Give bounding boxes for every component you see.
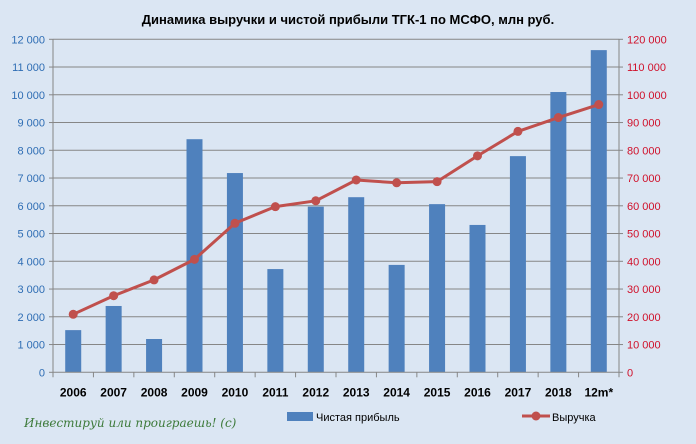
x-tick-label: 2017 [505, 385, 532, 399]
bar-12m* [590, 50, 607, 373]
left-tick-label: 2 000 [17, 312, 45, 324]
x-tick-label: 2010 [222, 385, 249, 399]
revenue-point-2016 [473, 151, 482, 161]
bar-2010 [226, 173, 243, 373]
bars [65, 50, 607, 373]
x-tick-label: 2016 [464, 385, 491, 399]
revenue-point-2017 [513, 126, 523, 136]
revenue-point-2015 [432, 177, 442, 187]
x-tick-label: 12m* [584, 385, 613, 399]
left-tick-label: 4 000 [17, 256, 45, 268]
right-tick-label: 0 [627, 367, 633, 379]
left-tick-label: 1 000 [17, 340, 45, 352]
revenue-line [68, 100, 604, 319]
left-tick-label: 7 000 [17, 173, 45, 185]
revenue-point-2013 [351, 175, 361, 185]
x-tick-label: 2012 [302, 385, 329, 399]
left-tick-label: 6 000 [17, 201, 45, 213]
right-tick-label: 80 000 [627, 145, 661, 157]
bar-2018 [550, 92, 567, 373]
right-tick-label: 90 000 [627, 118, 661, 130]
revenue-point-2010 [230, 218, 240, 228]
left-tick-label: 12 000 [11, 34, 45, 46]
left-tick-label: 3 000 [17, 284, 45, 296]
bar-2007 [105, 305, 122, 373]
bar-2012 [307, 206, 324, 373]
x-tick-label: 2007 [100, 385, 127, 399]
legend-label-profit: Чистая прибыль [316, 412, 400, 424]
right-tick-label: 40 000 [627, 256, 661, 268]
grid [53, 38, 619, 346]
bar-2008 [146, 339, 163, 373]
bar-2014 [388, 264, 405, 373]
x-tick-label: 2008 [141, 385, 168, 399]
x-tick-label: 2011 [262, 385, 288, 399]
revenue-point-2006 [68, 309, 78, 319]
revenue-point-12m* [594, 100, 604, 110]
left-tick-label: 8 000 [17, 145, 45, 157]
right-tick-label: 50 000 [627, 229, 661, 241]
x-tick-label: 2015 [424, 385, 451, 399]
revenue-point-2008 [149, 275, 159, 285]
legend-swatch-profit [287, 412, 313, 421]
left-tick-label: 5 000 [17, 229, 45, 241]
revenue-line-path [72, 103, 600, 316]
revenue-point-2011 [270, 202, 280, 212]
left-tick-label: 10 000 [11, 90, 45, 102]
legend: Чистая прибыль Выручка [287, 411, 597, 424]
right-tick-label: 120 000 [627, 34, 667, 46]
bar-2011 [267, 269, 284, 373]
right-tick-label: 110 000 [627, 62, 666, 74]
left-tick-label: 0 [39, 367, 45, 379]
x-tick-label: 2006 [60, 385, 87, 399]
bar-2015 [429, 204, 446, 373]
x-tick-label: 2013 [343, 385, 370, 399]
bar-2017 [509, 156, 526, 373]
right-tick-label: 70 000 [627, 173, 661, 185]
revenue-point-2018 [553, 113, 563, 123]
watermark: Инвестируй или проиграешь! (с) [23, 416, 237, 430]
legend-marker-revenue [531, 411, 541, 421]
right-tick-label: 10 000 [627, 340, 661, 352]
right-tick-label: 60 000 [627, 201, 661, 213]
bar-2006 [65, 330, 82, 373]
right-tick-label: 20 000 [627, 312, 661, 324]
chart-title: Динамика выручки и чистой прибыли ТГК-1 … [142, 12, 554, 27]
axes: 0 0 1 000 10 000 2 000 20 000 3 000 30 000 4 000… [11, 34, 666, 399]
right-tick-label: 30 000 [627, 284, 661, 296]
bar-2013 [348, 197, 365, 373]
revenue-point-2009 [190, 254, 199, 264]
x-tick-label: 2009 [181, 385, 208, 399]
left-tick-label: 9 000 [17, 118, 45, 130]
legend-label-revenue: Выручка [552, 412, 597, 424]
revenue-point-2012 [311, 196, 321, 206]
x-tick-label: 2014 [383, 385, 410, 399]
x-tick-label: 2018 [545, 385, 572, 399]
left-tick-label: 11 000 [12, 62, 45, 74]
revenue-point-2014 [392, 178, 402, 188]
bar-2016 [469, 224, 486, 373]
revenue-point-2007 [109, 291, 119, 301]
right-tick-label: 100 000 [627, 90, 667, 102]
